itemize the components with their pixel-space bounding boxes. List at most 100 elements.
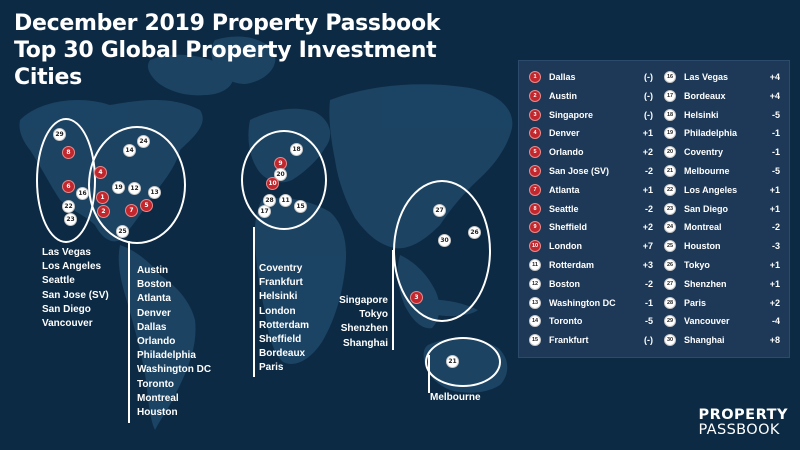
map-marker: 25 — [116, 225, 129, 238]
city-label: Bordeaux — [259, 348, 306, 360]
rank-badge: 14 — [529, 315, 541, 328]
city-label: Coventry — [259, 263, 303, 274]
ranking-row: 7 Atlanta +1 — [529, 182, 655, 201]
map-marker: 29 — [53, 128, 66, 141]
city-label: Denver — [137, 307, 171, 319]
rank-change: -2 — [644, 278, 653, 289]
rank-badge: 17 — [664, 89, 676, 102]
city-label: Philadelphia — [137, 350, 196, 362]
ranking-row: 6 San Jose (SV) -2 — [529, 163, 655, 182]
rank-city: San Diego — [684, 203, 729, 214]
rank-change: -2 — [771, 222, 780, 233]
city-label: Toronto — [137, 378, 175, 390]
region-list-na-west: Las Vegas Los Angeles Seattle San Jose (… — [42, 246, 109, 331]
rank-city: Vancouver — [684, 316, 730, 327]
city-label: Montreal — [137, 392, 179, 404]
rank-badge: 20 — [664, 146, 676, 159]
region-ring-oceania — [425, 337, 501, 387]
rank-change: +8 — [769, 335, 780, 346]
ranking-row: 17 Bordeaux +4 — [664, 88, 784, 107]
city-label: San Jose (SV) — [42, 289, 109, 301]
city-label: Seattle — [42, 275, 75, 287]
ranking-row: 18 Helsinki -5 — [664, 107, 784, 126]
ranking-row: 29 Vancouver -4 — [664, 313, 784, 332]
rank-city: Melbourne — [684, 165, 730, 176]
rank-change: -5 — [771, 109, 780, 120]
ranking-row: 21 Melbourne -5 — [664, 163, 784, 182]
rank-badge: 3 — [529, 108, 541, 121]
map-marker: 21 — [446, 355, 459, 368]
ranking-row: 25 Houston -3 — [664, 238, 784, 257]
city-label: Helsinki — [259, 291, 298, 303]
region-list-oceania: Melbourne — [430, 391, 481, 405]
rank-badge: 18 — [664, 108, 676, 121]
rank-city: Bordeaux — [684, 90, 726, 101]
rank-badge: 7 — [529, 183, 541, 196]
rank-city: Dallas — [549, 72, 576, 82]
rank-change: +7 — [642, 241, 653, 252]
region-ring-asia — [393, 180, 491, 322]
map-marker: 14 — [123, 144, 136, 157]
ranking-row: 10 London +7 — [529, 238, 655, 257]
city-label: Paris — [259, 362, 284, 374]
rank-city: Shanghai — [684, 335, 725, 346]
rank-change: +2 — [769, 297, 780, 308]
region-list-asia: Singapore Tokyo Shenzhen Shanghai — [338, 294, 388, 351]
rank-badge: 9 — [529, 221, 541, 234]
map-marker: 19 — [112, 181, 125, 194]
city-label: Houston — [137, 407, 178, 419]
title-line-1: December 2019 Property Passbook — [14, 11, 441, 36]
ranking-row: 30 Shanghai +8 — [664, 332, 784, 351]
city-label: Vancouver — [42, 318, 93, 330]
region-ring-na-east — [88, 126, 186, 244]
city-label: Atlanta — [137, 293, 171, 305]
city-label: Los Angeles — [42, 261, 102, 273]
rank-badge: 12 — [529, 277, 541, 290]
ranking-row: 14 Toronto -5 — [529, 313, 655, 332]
rank-city: Frankfurt — [549, 335, 589, 346]
map-marker: 4 — [94, 166, 107, 179]
rank-badge: 2 — [529, 89, 541, 102]
region-ring-europe — [241, 130, 327, 230]
ranking-row: 12 Boston -2 — [529, 276, 655, 295]
rank-city: Boston — [549, 278, 580, 289]
leader-line-europe — [253, 227, 255, 377]
rank-badge: 28 — [664, 296, 676, 309]
rank-city: Los Angeles — [684, 184, 738, 195]
rank-badge: 21 — [664, 164, 676, 177]
rank-change: +1 — [642, 184, 653, 195]
map-marker: 23 — [64, 213, 77, 226]
ranking-row: 1 Dallas (-) — [529, 69, 655, 88]
city-label: Austin — [137, 265, 169, 276]
rank-city: Orlando — [549, 147, 584, 158]
ranking-row: 20 Coventry -1 — [664, 144, 784, 163]
city-label: Melbourne — [430, 392, 481, 403]
map-marker: 20 — [274, 168, 287, 181]
rank-badge: 26 — [664, 258, 676, 271]
map-marker: 12 — [128, 182, 141, 195]
rankings-column-left: 1 Dallas (-) 2 Austin (-) 3 Singapore (-) 4 Denver… — [529, 69, 655, 351]
rank-badge: 29 — [664, 315, 676, 328]
rank-city: Rotterdam — [549, 259, 595, 270]
rank-change: -4 — [771, 316, 780, 327]
rank-badge: 23 — [664, 202, 676, 215]
rank-change: +4 — [769, 72, 780, 82]
map-marker: 16 — [76, 187, 89, 200]
map-marker: 24 — [137, 135, 150, 148]
rank-change: (-) — [644, 90, 653, 101]
leader-line-east — [128, 241, 130, 423]
rank-badge: 8 — [529, 202, 541, 215]
rank-change: +1 — [769, 203, 780, 214]
city-label: London — [259, 305, 296, 317]
rank-badge: 22 — [664, 183, 676, 196]
logo-line-1: PROPERTY — [698, 407, 788, 423]
rank-city: Atlanta — [549, 184, 580, 195]
rank-city: Toronto — [549, 316, 583, 327]
map-marker: 22 — [62, 200, 75, 213]
rank-badge: 1 — [529, 71, 541, 83]
rank-badge: 25 — [664, 240, 676, 253]
ranking-row: 11 Rotterdam +3 — [529, 257, 655, 276]
rank-city: Coventry — [684, 147, 724, 158]
rank-badge: 24 — [664, 221, 676, 234]
ranking-row: 23 San Diego +1 — [664, 201, 784, 220]
